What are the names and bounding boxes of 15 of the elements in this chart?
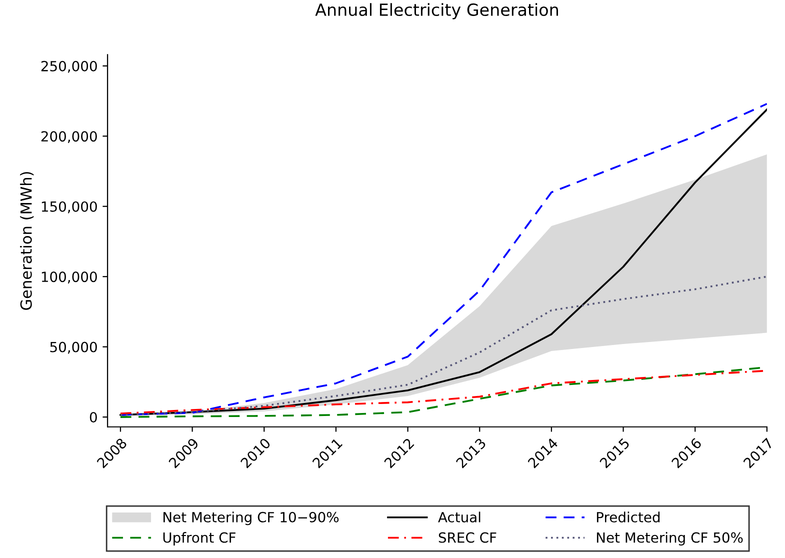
legend-label: Net Metering CF 10−90% <box>164 512 339 526</box>
legend-label: Predicted <box>596 512 660 522</box>
legend-label: Upfront CF <box>163 532 236 546</box>
y-axis-title: Generation (MWh) <box>20 172 34 310</box>
y-tick-label: 200,000 <box>41 131 97 144</box>
y-tick-label: 50,000 <box>50 342 97 354</box>
y-tick-label: 0 <box>90 412 97 423</box>
legend-label: SREC CF <box>438 532 496 543</box>
y-tick-label: 150,000 <box>42 201 97 214</box>
chart-title: Annual Electricity Generation <box>315 3 558 20</box>
line-series <box>120 276 767 416</box>
legend-label: Net Metering CF 50% <box>596 532 743 546</box>
y-tick-label: 250,000 <box>41 60 97 73</box>
y-tick-label: 100,000 <box>42 272 97 284</box>
legend-label: Actual <box>438 512 480 522</box>
